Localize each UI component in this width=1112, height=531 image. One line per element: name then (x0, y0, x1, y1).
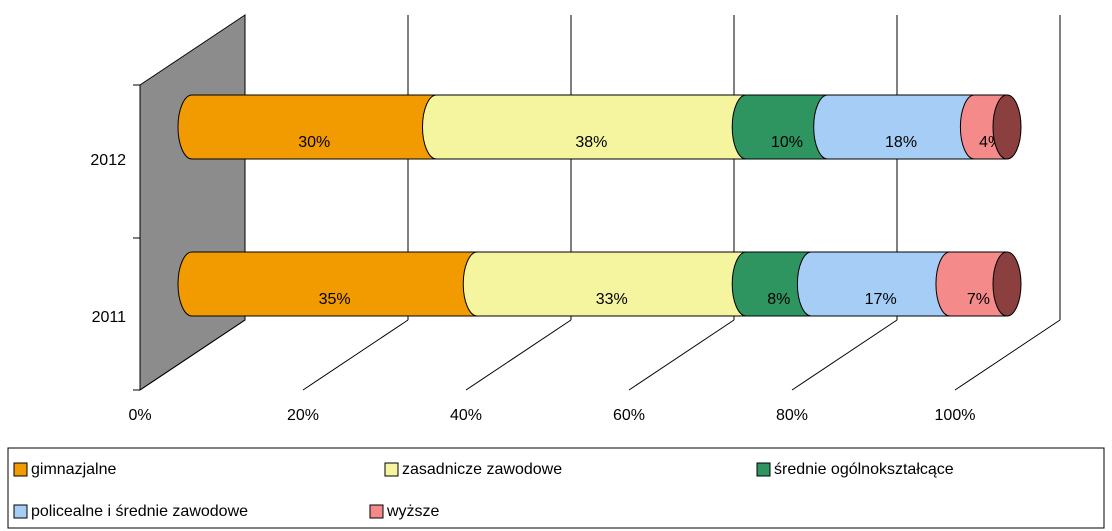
grid-line (628, 319, 735, 391)
bar-segment (177, 94, 437, 160)
x-tick-label: 20% (287, 407, 319, 424)
grid-line (791, 319, 898, 391)
bar-segment (813, 94, 975, 160)
grid-line (954, 319, 1061, 391)
bar-segment (422, 94, 747, 160)
y-tick-label: 2012 (90, 152, 126, 169)
bar-segment (731, 251, 812, 317)
legend-swatch (384, 462, 399, 477)
legend-label: zasadnicze zawodowe (402, 461, 562, 478)
bar-end-cap (992, 94, 1022, 160)
grid-line (302, 319, 409, 391)
legend-label: średnie ogólnokształcące (774, 461, 954, 478)
bar-segment (731, 94, 829, 160)
legend-box (7, 447, 1105, 529)
bar-end-cap (992, 251, 1022, 317)
x-tick-label: 60% (613, 407, 645, 424)
x-tick-label: 0% (128, 407, 151, 424)
grid-line (139, 319, 246, 391)
legend-swatch (13, 504, 28, 519)
data-label: 38% (575, 134, 607, 151)
data-label: 7% (967, 291, 990, 308)
bar-segment (796, 251, 951, 317)
bar-segment (177, 251, 478, 317)
bar-segment (462, 251, 747, 317)
legend-label: wyższe (386, 503, 440, 520)
data-label: 10% (771, 134, 803, 151)
data-label: 17% (865, 291, 897, 308)
bar-segment (935, 251, 1008, 317)
legend-label: policealne i średnie zawodowe (31, 503, 248, 520)
data-label: 18% (885, 134, 917, 151)
legend-swatch (13, 462, 28, 477)
legend-label: gimnazjalne (31, 461, 116, 478)
x-tick-label: 80% (776, 407, 808, 424)
legend-swatch (756, 462, 771, 477)
data-label: 35% (319, 291, 351, 308)
back-wall (139, 14, 246, 391)
data-label: 8% (767, 291, 790, 308)
x-tick-label: 40% (450, 407, 482, 424)
x-tick-label: 100% (935, 407, 976, 424)
grid-line (465, 319, 572, 391)
y-tick-label: 2011 (92, 309, 127, 326)
legend-swatch (369, 504, 384, 519)
data-label: 30% (298, 134, 330, 151)
data-label: 33% (596, 291, 628, 308)
